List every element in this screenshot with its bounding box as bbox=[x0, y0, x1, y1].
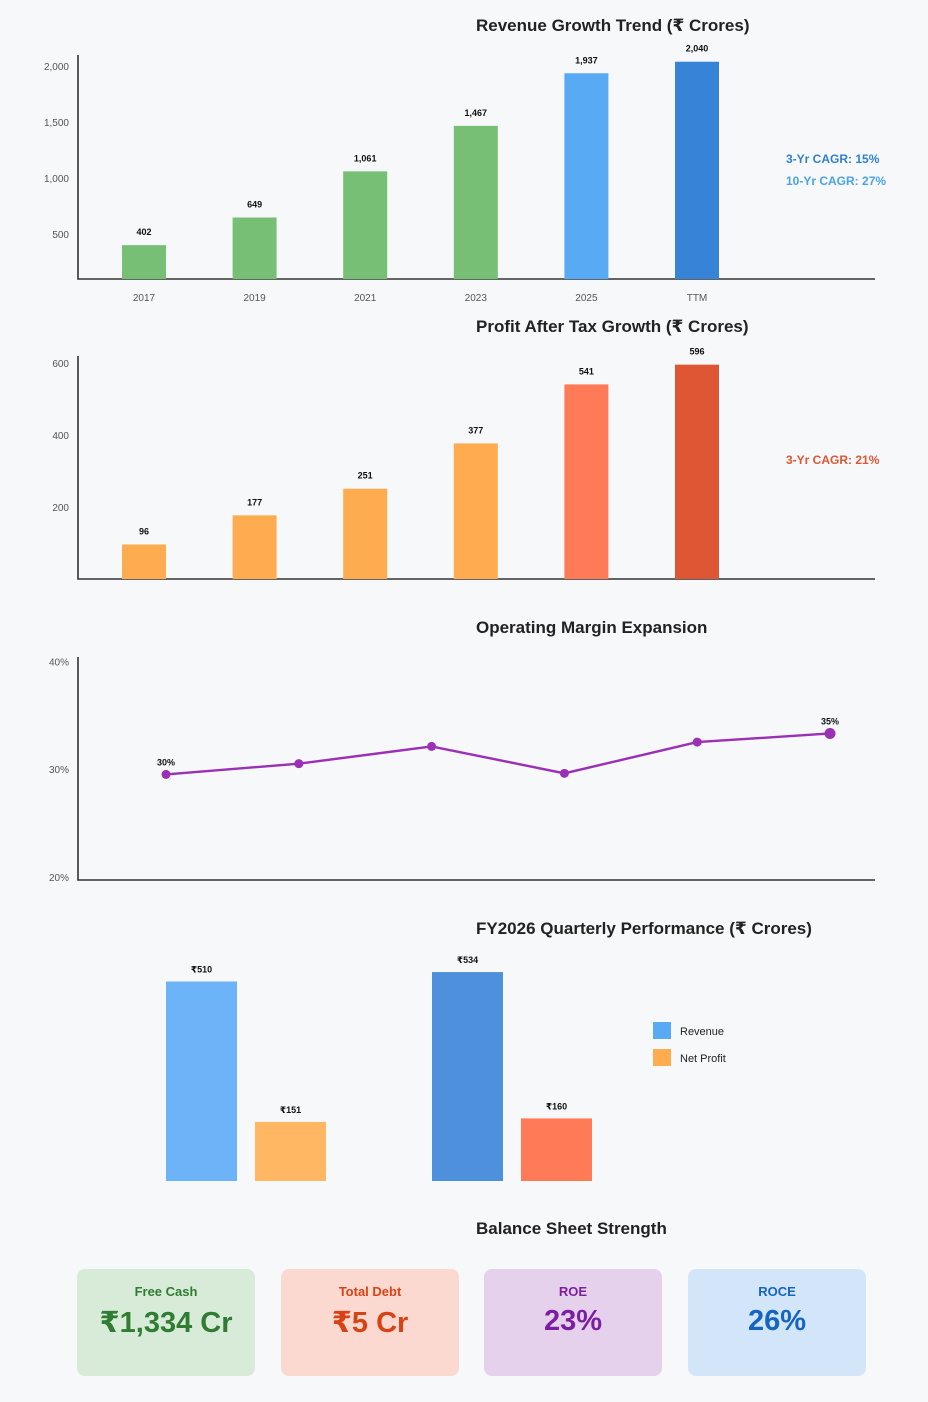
pat-chart: Profit After Tax Growth (₹ Crores) 200 40… bbox=[52, 317, 880, 580]
card-roce: ROCE 26% bbox=[688, 1269, 866, 1376]
pat-bar-value-label: 96 bbox=[139, 526, 149, 536]
pat-chart-title: Profit After Tax Growth (₹ Crores) bbox=[476, 317, 749, 336]
margin-ytick-label: 40% bbox=[49, 657, 69, 668]
card-roce-value: 26% bbox=[747, 1305, 807, 1337]
revenue-bar-value-label: 1,937 bbox=[575, 55, 598, 65]
pat-bar-ttm bbox=[675, 364, 719, 579]
card-free-cash: Free Cash ₹1,334 Cr bbox=[77, 1269, 255, 1376]
pat-bar-value-label: 541 bbox=[579, 366, 594, 376]
card-free-cash-label: Free Cash bbox=[134, 1284, 198, 1299]
legend-swatch-revenue bbox=[653, 1022, 671, 1039]
margin-axes bbox=[77, 657, 875, 881]
revenue-ytick-label: 1,000 bbox=[44, 174, 69, 185]
quarterly-bar-value-label: ₹534 bbox=[457, 955, 478, 965]
pat-axes bbox=[77, 356, 875, 580]
revenue-xtick-label: TTM bbox=[687, 293, 708, 304]
pat-bar-value-label: 251 bbox=[358, 471, 373, 481]
revenue-xtick-label: 2017 bbox=[133, 293, 156, 304]
legend-label-revenue: Revenue bbox=[680, 1026, 724, 1038]
pat-ytick-label: 600 bbox=[52, 359, 69, 370]
legend-label-net-profit: Net Profit bbox=[680, 1053, 726, 1065]
revenue-bar-ttm bbox=[675, 61, 719, 279]
quarterly-chart-title: FY2026 Quarterly Performance (₹ Crores) bbox=[476, 919, 812, 938]
margin-point-2 bbox=[294, 759, 304, 769]
margin-chart-title: Operating Margin Expansion bbox=[476, 618, 707, 637]
revenue-ytick-label: 1,500 bbox=[44, 118, 69, 129]
revenue-bar-2025 bbox=[564, 73, 609, 279]
revenue-bar-value-label: 1,061 bbox=[354, 153, 377, 163]
revenue-bar-value-label: 1,467 bbox=[465, 108, 488, 118]
margin-chart: Operating Margin Expansion 20% 30% 40% 30%… bbox=[49, 618, 875, 884]
card-total-debt-value: ₹5 Cr bbox=[331, 1307, 409, 1339]
revenue-ytick-label: 500 bbox=[52, 230, 69, 241]
margin-point-4 bbox=[559, 768, 569, 778]
card-roce-label: ROCE bbox=[758, 1284, 796, 1299]
quarterly-bar-revenue-1 bbox=[166, 981, 237, 1181]
margin-ytick-label: 20% bbox=[49, 873, 69, 884]
quarterly-bar-net-profit-2 bbox=[521, 1118, 592, 1181]
revenue-chart-title: Revenue Growth Trend (₹ Crores) bbox=[476, 16, 750, 35]
pat-bar-2023 bbox=[453, 443, 498, 579]
margin-point-6 bbox=[824, 727, 836, 739]
revenue-xtick-label: 2025 bbox=[575, 293, 598, 304]
margin-point-3 bbox=[427, 741, 437, 751]
revenue-cagr-10yr: 10-Yr CAGR: 27% bbox=[786, 174, 886, 188]
pat-bar-value-label: 177 bbox=[247, 497, 262, 507]
legend-swatch-net-profit bbox=[653, 1049, 671, 1066]
quarterly-bar-value-label: ₹151 bbox=[280, 1105, 301, 1115]
margin-point-label: 30% bbox=[157, 757, 175, 767]
revenue-axes bbox=[77, 55, 875, 280]
revenue-bar-value-label: 649 bbox=[247, 200, 262, 210]
quarterly-bar-revenue-2 bbox=[432, 972, 503, 1181]
card-total-debt-label: Total Debt bbox=[338, 1284, 402, 1299]
revenue-xtick-label: 2019 bbox=[243, 293, 266, 304]
revenue-cagr-3yr: 3-Yr CAGR: 15% bbox=[786, 152, 880, 166]
pat-bar-2019 bbox=[232, 515, 277, 579]
revenue-xtick-label: 2023 bbox=[465, 293, 488, 304]
pat-bar-2025 bbox=[564, 384, 609, 579]
quarterly-bar-value-label: ₹160 bbox=[546, 1101, 567, 1111]
pat-ytick-label: 400 bbox=[52, 431, 69, 442]
quarterly-bar-net-profit-1 bbox=[255, 1121, 326, 1181]
card-total-debt: Total Debt ₹5 Cr bbox=[281, 1269, 459, 1376]
pat-bar-value-label: 377 bbox=[468, 425, 483, 435]
card-roe: ROE 23% bbox=[484, 1269, 662, 1376]
revenue-ytick-label: 2,000 bbox=[44, 62, 69, 73]
pat-bar-2017 bbox=[122, 544, 166, 579]
pat-cagr-3yr: 3-Yr CAGR: 21% bbox=[786, 453, 880, 467]
margin-point-5 bbox=[692, 737, 702, 747]
pat-bar-2021 bbox=[343, 488, 388, 579]
card-free-cash-value: ₹1,334 Cr bbox=[99, 1307, 233, 1339]
quarterly-chart: FY2026 Quarterly Performance (₹ Crores) … bbox=[166, 919, 812, 1181]
margin-series-line bbox=[165, 732, 831, 776]
revenue-bar-value-label: 402 bbox=[136, 227, 151, 237]
margin-point-1 bbox=[161, 769, 171, 779]
card-roe-label: ROE bbox=[558, 1284, 588, 1299]
card-roe-value: 23% bbox=[543, 1305, 603, 1337]
margin-point-label: 35% bbox=[821, 716, 839, 726]
revenue-chart: Revenue Growth Trend (₹ Crores) 500 1,000… bbox=[44, 16, 886, 304]
revenue-bar-2023 bbox=[453, 125, 498, 280]
revenue-bar-value-label: 2,040 bbox=[686, 44, 709, 54]
revenue-bar-2021 bbox=[343, 171, 388, 279]
pat-bar-value-label: 596 bbox=[689, 347, 704, 357]
quarterly-bar-value-label: ₹510 bbox=[191, 964, 212, 974]
quarterly-legend: Revenue Net Profit bbox=[653, 1022, 726, 1066]
pat-ytick-label: 200 bbox=[52, 503, 69, 514]
balance-sheet-title: Balance Sheet Strength bbox=[476, 1219, 667, 1238]
revenue-xtick-label: 2021 bbox=[354, 293, 377, 304]
revenue-bar-2019 bbox=[232, 217, 277, 279]
margin-ytick-label: 30% bbox=[49, 765, 69, 776]
revenue-bar-2017 bbox=[122, 245, 166, 279]
